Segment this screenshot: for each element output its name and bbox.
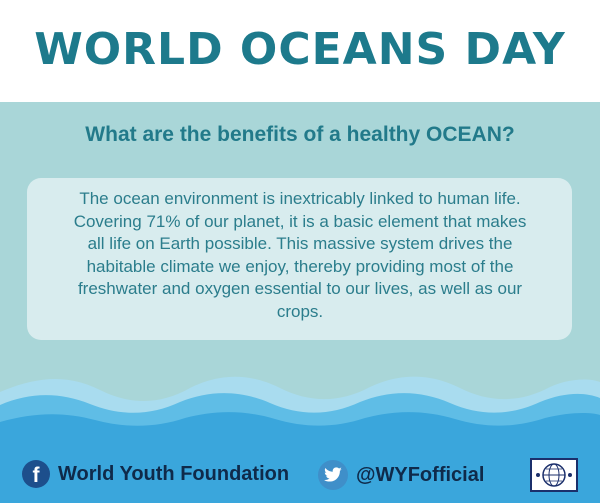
- card-line: all life on Earth possible. This massive…: [87, 234, 513, 253]
- card-line: habitable climate we enjoy, thereby prov…: [86, 256, 514, 276]
- twitter-label: @WYFofficial: [356, 463, 485, 486]
- world-youth-foundation-logo: [530, 458, 578, 492]
- card-line: Covering 71% of our planet, it is a basi…: [73, 211, 527, 231]
- header: WORLD OCEANS DAY: [0, 0, 600, 102]
- twitter-link[interactable]: @WYFofficial: [318, 460, 484, 490]
- wave-front: [0, 412, 600, 503]
- facebook-label: World Youth Foundation: [58, 462, 290, 485]
- page-title: WORLD OCEANS DAY: [34, 24, 566, 75]
- card-line: crops.: [276, 301, 324, 321]
- facebook-icon: f: [22, 460, 50, 488]
- twitter-icon: [318, 460, 348, 490]
- card-line: The ocean environment is inextricably li…: [79, 189, 521, 208]
- ocean-waves: [0, 376, 600, 503]
- info-card: [27, 178, 572, 340]
- info-card-text: The ocean environment is inextricably li…: [35, 188, 565, 323]
- facebook-link[interactable]: f World Youth Foundation: [22, 460, 289, 488]
- question-heading: What are the benefits of a healthy OCEAN…: [85, 123, 515, 146]
- card-line: freshwater and oxygen essential to our l…: [77, 279, 523, 298]
